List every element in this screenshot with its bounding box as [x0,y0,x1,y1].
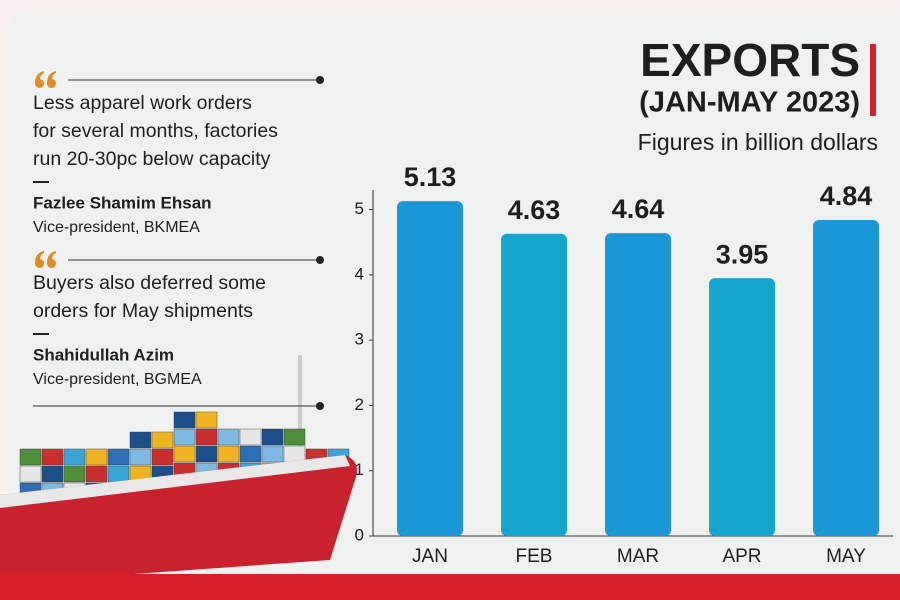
x-tick-label: MAR [617,546,659,567]
y-axis-label: Figures in billion dollars [638,129,878,155]
container [107,448,130,466]
y-tick-label: 1 [355,460,364,479]
x-tick-label: FEB [516,546,553,567]
quote-icon [46,71,56,88]
container [261,428,284,446]
quote-icon [34,251,44,268]
quote-text: Less apparel work orders [33,92,252,114]
container [85,448,108,466]
container [41,448,64,466]
chart-subtitle: (JAN-MAY 2023) [639,87,860,119]
value-label: 5.13 [404,162,457,192]
y-tick-label: 3 [355,330,364,349]
container [195,411,218,429]
container [41,465,64,483]
rule-dot [316,402,324,410]
hull-deck [0,455,350,508]
x-tick-label: JAN [412,546,448,567]
value-label: 3.95 [716,239,769,269]
y-tick-label: 0 [355,525,364,544]
quote-text: Buyers also deferred some [33,272,266,294]
bar [397,201,463,536]
quote-text: for several months, factories [33,120,278,142]
bar [501,233,567,536]
quote-text: orders for May shipments [33,300,253,322]
quote-author: Shahidullah Azim [33,345,174,364]
quote-icon [46,251,56,268]
container [217,428,240,446]
chart-title: EXPORTS [640,34,860,86]
container [173,428,196,446]
x-tick-label: APR [722,546,761,567]
quote-text: run 20-30pc below capacity [33,148,271,170]
container [129,448,152,466]
bar [605,233,671,536]
quote-author: Fazlee Shamim Ehsan [33,193,212,212]
title-accent [870,44,876,116]
container [283,445,306,463]
value-label: 4.84 [820,181,873,211]
container [151,448,174,466]
bottom-band [0,574,900,600]
rule-dot [316,76,324,84]
quote-icon [34,71,44,88]
x-tick-label: MAY [826,546,866,567]
container [217,445,240,463]
container [283,428,306,446]
container [239,445,262,463]
container [63,448,86,466]
container [129,431,152,449]
container [173,445,196,463]
container [195,445,218,463]
container [173,411,196,429]
container [19,465,42,483]
bar [709,278,775,536]
container [151,431,174,449]
bar [813,220,879,536]
ship-illustration [0,355,358,575]
container [63,465,86,483]
container [195,428,218,446]
container [85,465,108,483]
y-tick-label: 4 [355,264,364,283]
container [19,448,42,466]
value-label: 4.63 [508,195,561,225]
y-tick-label: 2 [355,395,364,414]
container [261,445,284,463]
rule-dot [316,256,324,264]
quote-role: Vice-president, BKMEA [33,219,200,236]
y-tick-label: 5 [355,199,364,218]
container [239,428,262,446]
container [107,465,130,483]
quote-role: Vice-president, BGMEA [33,371,202,388]
value-label: 4.64 [612,194,665,224]
